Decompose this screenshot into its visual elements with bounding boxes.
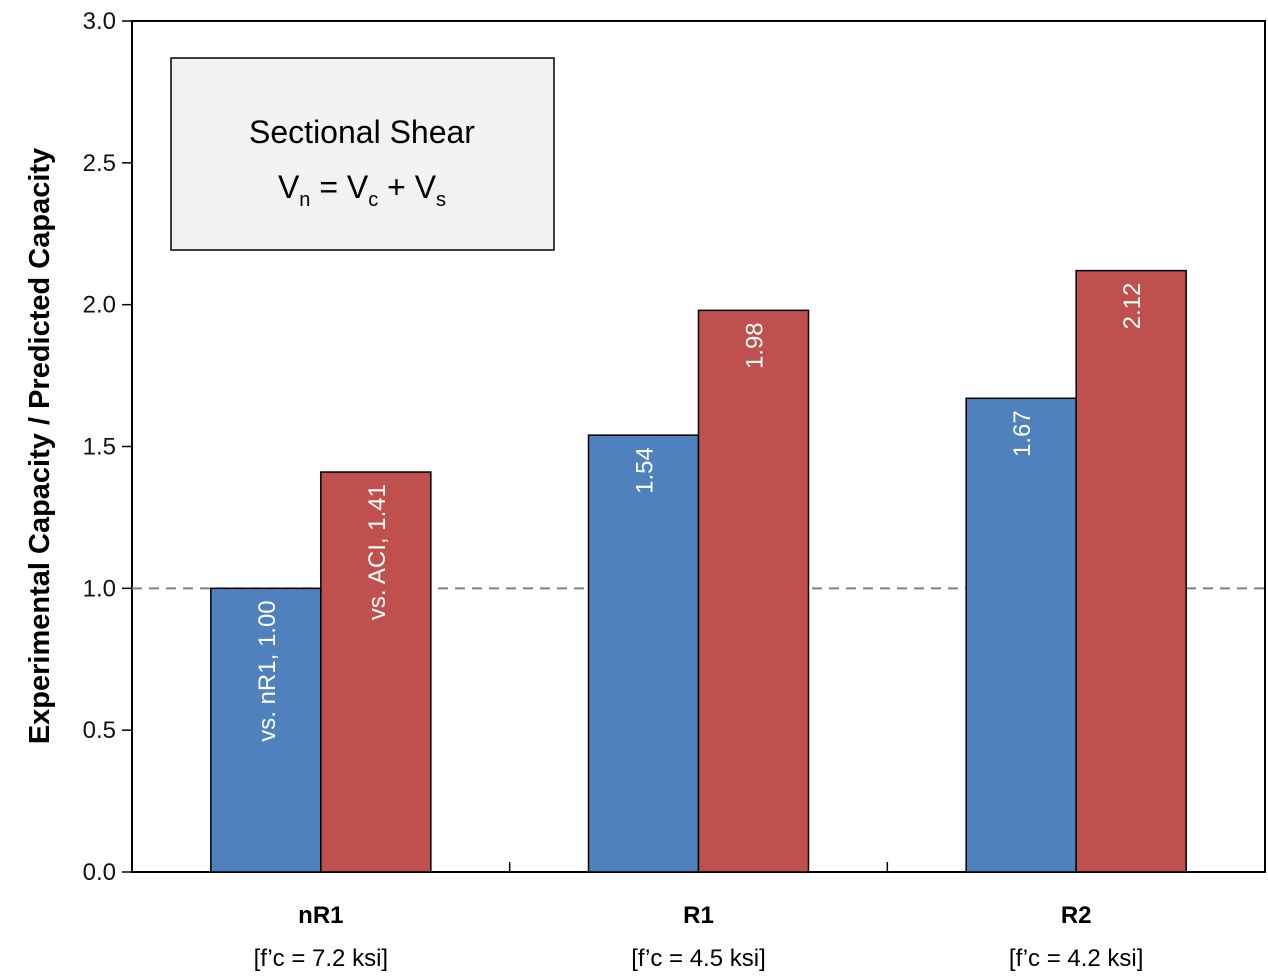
annotation-equation: Vn = Vc + Vs [278, 169, 446, 211]
eq-lhs: V [278, 169, 300, 205]
bar-r2-series-2 [1075, 269, 1187, 873]
y-tick-label: 2.0 [83, 292, 116, 319]
eq-plus: + [378, 169, 414, 205]
eq-term1-sub: c [368, 189, 378, 211]
bar-data-label: 2.12 [1119, 283, 1146, 330]
bar-r2-series-1 [965, 397, 1077, 873]
y-tick-label: 1.5 [83, 434, 116, 461]
y-axis-ticks: 0.0 0.5 1.0 1.5 2.0 2.5 3.0 [83, 8, 132, 886]
y-tick-label: 0.5 [83, 717, 116, 744]
eq-term2-sub: s [436, 189, 446, 211]
bars-group: vs. nR1, 1.00 vs. ACI, 1.41 1.54 1.98 1.67 2.… [210, 269, 1187, 873]
x-category-label: R2 [1061, 902, 1092, 929]
annotation-title: Sectional Shear [249, 114, 475, 150]
y-tick-label: 0.0 [83, 859, 116, 886]
eq-lhs-sub: n [299, 189, 310, 211]
bar-nr1-series-1 [210, 587, 322, 873]
bar-data-label: 1.54 [632, 447, 659, 494]
x-category-label: nR1 [298, 902, 343, 929]
bar-r1-series-2 [697, 309, 810, 873]
x-category-sublabel: [f’c = 4.5 ksi] [631, 945, 765, 972]
bar-data-label: 1.67 [1009, 410, 1036, 457]
bar-nr1-series-2 [320, 471, 432, 873]
bar-data-label: vs. ACI, 1.41 [364, 484, 391, 620]
x-category-sublabel: [f’c = 4.2 ksi] [1009, 945, 1143, 972]
x-category-label: R1 [683, 902, 714, 929]
y-axis-title: Experimental Capacity / Predicted Capaci… [24, 148, 56, 744]
bar-data-label: vs. nR1, 1.00 [254, 600, 281, 741]
annotation-box: Sectional Shear Vn = Vc + Vs [170, 57, 555, 251]
eq-equals: = [310, 169, 346, 205]
bar-data-label: 1.98 [742, 322, 769, 369]
eq-term1: V [347, 169, 369, 205]
x-category-sublabel: [f’c = 7.2 ksi] [254, 945, 388, 972]
eq-term2: V [415, 169, 437, 205]
bar-r1-series-1 [587, 434, 700, 873]
y-tick-label: 3.0 [83, 8, 116, 35]
y-tick-label: 1.0 [83, 575, 116, 602]
x-axis-categories: nR1 [f’c = 7.2 ksi] R1 [f’c = 4.5 ksi] R2 [f’… [254, 862, 1143, 972]
y-tick-label: 2.5 [83, 150, 116, 177]
annotation-box-bg [170, 57, 555, 251]
